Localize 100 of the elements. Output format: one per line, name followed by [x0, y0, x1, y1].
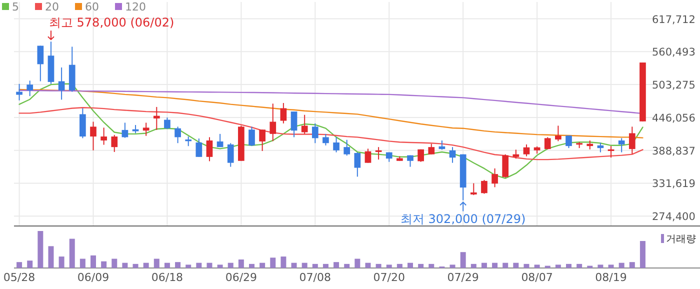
- bar: [228, 262, 234, 268]
- bar: [112, 258, 118, 268]
- legend: 거래량: [661, 234, 696, 245]
- legend-label: 5: [12, 0, 19, 14]
- annotation: 최고 578,000 (06/02): [48, 16, 174, 30]
- candlestick: [142, 122, 150, 136]
- bar: [344, 264, 350, 268]
- bar: [48, 246, 54, 268]
- bar: [428, 264, 434, 268]
- x-tick-label: 06/09: [77, 271, 110, 284]
- bar: [101, 261, 107, 268]
- candlestick: [312, 122, 318, 144]
- candlestick: [174, 126, 181, 144]
- candlestick: [216, 133, 224, 148]
- bar: [502, 262, 508, 268]
- annotation: 최저 302,000 (07/29): [400, 212, 526, 226]
- legend-label: 20: [45, 0, 59, 14]
- bar: [608, 264, 614, 268]
- candlestick: [438, 140, 446, 150]
- bar: [291, 262, 297, 268]
- candlestick: [354, 152, 361, 178]
- candlestick: [111, 134, 118, 152]
- x-tick-label: 06/18: [151, 271, 184, 284]
- bar: [555, 264, 561, 268]
- bar: [27, 260, 33, 268]
- candlestick: [364, 148, 372, 164]
- candlestick: [122, 122, 128, 138]
- candlestick: [344, 139, 350, 156]
- candlestick: [566, 135, 572, 149]
- x-tick-label: 08/19: [595, 271, 627, 284]
- bar: [418, 264, 424, 268]
- bar: [513, 262, 519, 268]
- bar: [492, 262, 498, 268]
- bar: [598, 264, 604, 268]
- bar: [566, 264, 572, 268]
- candlestick: [185, 136, 192, 147]
- bar: [206, 262, 212, 268]
- bar: [376, 264, 382, 268]
- bar: [217, 264, 223, 268]
- candlestick: [628, 126, 636, 154]
- bar: [69, 238, 75, 268]
- x-tick-label: 07/20: [373, 271, 405, 284]
- bar: [640, 240, 646, 268]
- candlestick: [301, 114, 308, 134]
- bar: [58, 256, 64, 268]
- bar: [365, 262, 371, 268]
- candlestick: [58, 66, 65, 100]
- bar: [280, 256, 286, 268]
- candlestick: [270, 103, 276, 142]
- bar: [16, 262, 22, 268]
- bar: [524, 264, 530, 268]
- x-tick-label: 08/07: [521, 271, 553, 284]
- legend-label: 120: [125, 0, 146, 14]
- candlestick: [248, 126, 255, 147]
- bar: [386, 264, 392, 268]
- candlestick: [481, 179, 488, 194]
- candlestick: [206, 136, 213, 162]
- legend-label: 60: [85, 0, 99, 14]
- bar: [80, 258, 86, 268]
- candlestick: [26, 80, 34, 97]
- y-tick-label: 617,712: [652, 14, 696, 26]
- candlestick: [618, 138, 625, 153]
- candlestick: [322, 133, 329, 146]
- bar: [354, 258, 360, 268]
- bar: [175, 262, 181, 268]
- candlestick: [280, 102, 287, 124]
- candlestick: [259, 129, 266, 152]
- x-tick-label: 07/08: [299, 271, 331, 284]
- candlestick: [37, 45, 44, 82]
- bar: [38, 231, 44, 268]
- candlestick: [153, 106, 160, 130]
- bar: [260, 262, 266, 268]
- candlestick: [100, 127, 107, 146]
- candlestick: [227, 142, 234, 168]
- candlestick: [418, 148, 424, 162]
- bar: [270, 258, 276, 268]
- candlestick: [449, 146, 456, 164]
- bar: [132, 264, 138, 268]
- bar: [90, 255, 96, 268]
- bar: [312, 264, 318, 268]
- bar: [396, 264, 402, 268]
- candlestick: [428, 143, 435, 155]
- bar: [618, 262, 624, 268]
- bar: [460, 252, 466, 268]
- candlestick: [90, 121, 96, 151]
- bar: [154, 258, 160, 268]
- bar: [122, 262, 128, 268]
- bar: [164, 262, 170, 268]
- y-tick-label: 274,400: [652, 211, 696, 224]
- x-tick-label: 06/29: [225, 271, 258, 284]
- candlestick: [196, 138, 202, 158]
- y-tick-label: 446,056: [652, 112, 696, 124]
- x-tick-label: 05/28: [3, 271, 36, 284]
- bar: [450, 264, 456, 268]
- candlestick: [16, 83, 22, 101]
- bar: [470, 264, 476, 268]
- bar: [322, 264, 328, 268]
- bar: [249, 264, 254, 268]
- y-tick-label: 503,275: [652, 80, 696, 92]
- y-tick-label: 331,619: [652, 178, 696, 190]
